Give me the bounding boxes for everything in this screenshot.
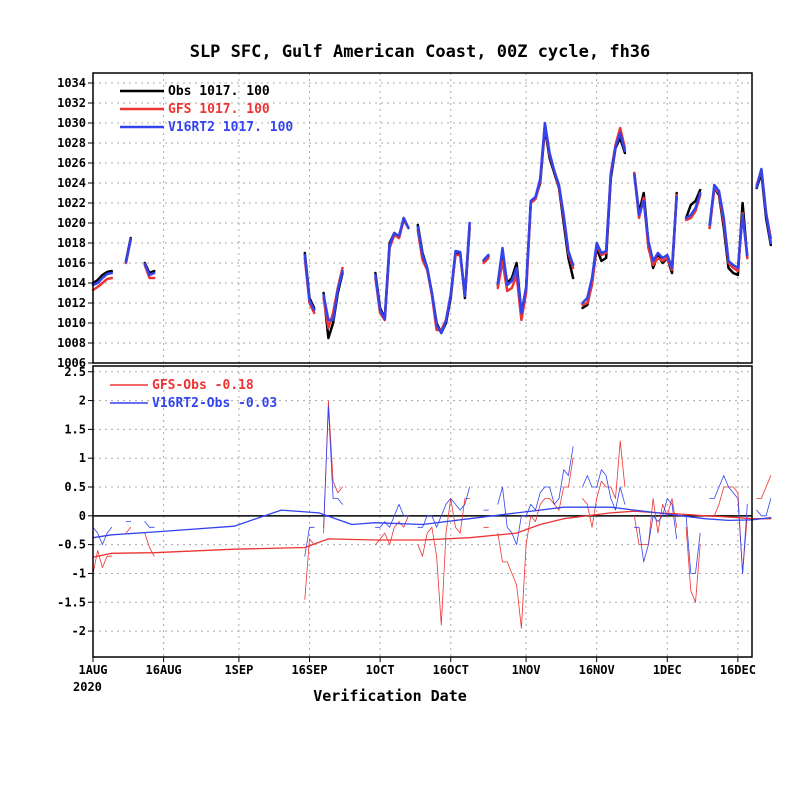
bottom-y-tick-label: 1 — [79, 451, 86, 465]
x-tick-label: 16DEC — [720, 663, 756, 677]
bottom-v16rt2-obs-line — [92, 405, 772, 574]
top-plot-frame — [92, 72, 753, 364]
top-y-tick-label: 1016 — [57, 256, 86, 270]
top-y-tick-label: 1022 — [57, 196, 86, 210]
bottom-y-tick-label: 2.5 — [64, 365, 86, 379]
x-tick-label: 1SEP — [224, 663, 253, 677]
bottom-plot-frame — [92, 365, 753, 658]
x-tick-label: 1NOV — [512, 663, 541, 677]
bottom-gfs-obs-mean-line — [92, 510, 772, 558]
top-y-tick-label: 1028 — [57, 136, 86, 150]
x-tick-label: 16OCT — [433, 663, 469, 677]
top-grid — [93, 73, 752, 363]
bottom-y-tick-label: 1.5 — [64, 422, 86, 436]
bottom-legend: GFS-Obs -0.18 V16RT2-Obs -0.03 — [110, 378, 277, 411]
x-tick-label: 1AUG — [79, 663, 108, 677]
x-year-label: 2020 — [73, 680, 102, 694]
x-tick-label: 16SEP — [291, 663, 327, 677]
top-y-tick-label: 1014 — [57, 276, 86, 290]
x-tick-label: 1DEC — [653, 663, 682, 677]
x-axis: 1AUG 16AUG 1SEP 16SEP 1OCT 16OCT 1NOV 16NOV 1DEC… — [79, 657, 756, 677]
bottom-y-tick-label: 2 — [79, 394, 86, 408]
bottom-v16rt2-obs-mean-line — [92, 506, 772, 539]
x-tick-label: 16NOV — [579, 663, 615, 677]
top-y-tick-label: 1020 — [57, 216, 86, 230]
chart-title: SLP SFC, Gulf American Coast, 00Z cycle,… — [190, 42, 651, 62]
top-y-tick-label: 1018 — [57, 236, 86, 250]
top-y-tick-label: 1034 — [57, 76, 86, 90]
top-y-tick-label: 1026 — [57, 156, 86, 170]
bottom-panel: -2 -1.5 -1 -0.5 0 0.5 1 1.5 2 2.5 GFS-Obs -0.18 V1… — [57, 365, 772, 658]
x-tick-label: 16AUG — [146, 663, 182, 677]
bottom-y-tick-label: -1.5 — [57, 595, 86, 609]
bottom-lines — [92, 400, 772, 629]
x-tick-label: 1OCT — [366, 663, 395, 677]
legend-label-obs: Obs 1017. 100 — [168, 84, 270, 99]
top-y-tick-label: 1008 — [57, 336, 86, 350]
bottom-y-tick-label: -1 — [72, 566, 86, 580]
top-y-tick-label: 1032 — [57, 96, 86, 110]
top-y-tick-label: 1012 — [57, 296, 86, 310]
bottom-y-axis: -2 -1.5 -1 -0.5 0 0.5 1 1.5 2 2.5 — [57, 365, 93, 638]
bottom-y-tick-label: 0 — [79, 509, 86, 523]
bottom-y-tick-label: -2 — [72, 624, 86, 638]
bottom-y-tick-label: -0.5 — [57, 538, 86, 552]
bottom-y-tick-label: 0.5 — [64, 480, 86, 494]
top-y-tick-label: 1030 — [57, 116, 86, 130]
x-axis-label: Verification Date — [313, 687, 467, 705]
top-obs-line — [91, 126, 773, 340]
top-lines — [91, 121, 773, 340]
top-v16rt2-line — [91, 121, 773, 335]
top-y-axis: 1006 1008 1010 1012 1014 1016 1018 1020 1022 1024… — [57, 76, 93, 370]
top-y-tick-label: 1010 — [57, 316, 86, 330]
top-y-tick-label: 1024 — [57, 176, 86, 190]
legend-label-v16rt2-obs: V16RT2-Obs -0.03 — [152, 396, 277, 411]
legend-label-gfs-obs: GFS-Obs -0.18 — [152, 378, 254, 393]
legend-label-v16rt2: V16RT2 1017. 100 — [168, 120, 293, 135]
legend-label-gfs: GFS 1017. 100 — [168, 102, 270, 117]
top-legend: Obs 1017. 100 GFS 1017. 100 V16RT2 1017. 1… — [120, 84, 293, 135]
top-y-tick-label: 1006 — [57, 356, 86, 370]
top-panel: 1006 1008 1010 1012 1014 1016 1018 1020 1022 1024… — [57, 72, 773, 370]
